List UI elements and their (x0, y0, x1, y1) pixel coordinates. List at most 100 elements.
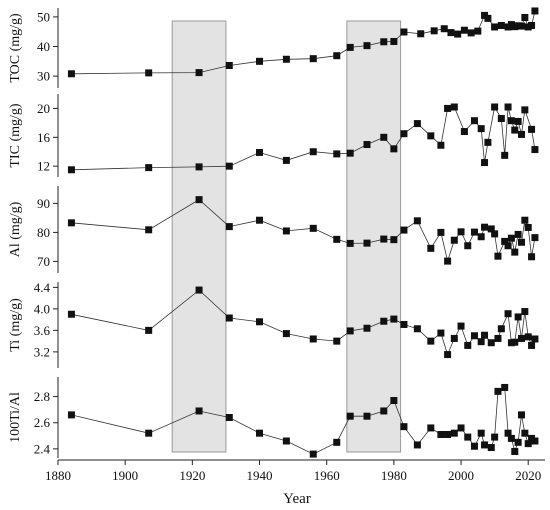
data-point (464, 433, 472, 441)
x-tick-label: 1960 (314, 468, 340, 483)
data-point (460, 26, 468, 34)
y-tick-label: 50 (37, 9, 50, 24)
data-point (145, 164, 153, 172)
series-line (71, 10, 536, 75)
data-point (528, 21, 536, 29)
data-point (477, 338, 485, 346)
data-point (256, 148, 264, 156)
data-point (363, 239, 371, 247)
y-tick-label: 4.4 (34, 280, 51, 295)
data-point (524, 223, 532, 231)
data-point (531, 146, 539, 154)
data-point (417, 30, 425, 38)
data-point (504, 103, 512, 111)
data-point (427, 244, 435, 252)
data-point (514, 230, 522, 238)
data-point (282, 227, 290, 235)
data-point (309, 335, 317, 343)
x-tick-label: 1920 (179, 468, 205, 483)
x-axis: 1880 1900 1920 1940 1960 1980 2000 2020 (45, 459, 545, 483)
data-point (521, 13, 529, 21)
x-tick-label: 1880 (45, 468, 71, 483)
data-point (528, 125, 536, 133)
y-tick-label: 2.8 (34, 389, 50, 404)
data-point (507, 117, 515, 125)
data-point (333, 52, 341, 60)
data-point (225, 414, 233, 421)
data-point (282, 55, 290, 63)
data-point (487, 444, 495, 452)
data-point (444, 257, 452, 265)
data-point (195, 196, 203, 204)
data-point (470, 228, 478, 236)
data-point (400, 226, 408, 234)
data-point (400, 320, 408, 328)
data-point (444, 430, 452, 438)
data-point (413, 217, 421, 225)
data-point (444, 104, 452, 112)
data-point (501, 151, 509, 159)
x-tick-label: 2000 (448, 468, 474, 483)
x-axis-label: Year (283, 491, 311, 507)
chart-panels: 30 40 50 TOC (mg/g) 12 16 20 TIC (mg/g) 70 80 90 Al… (8, 7, 539, 458)
data-point (521, 308, 529, 316)
data-point (67, 166, 75, 174)
data-point (390, 236, 398, 244)
data-point (491, 230, 499, 238)
y-tick-label: 40 (37, 39, 50, 54)
data-point (225, 314, 233, 322)
data-point (67, 70, 75, 78)
panel-5: 2.4 2.6 2.8 100Ti/Al (8, 377, 539, 458)
y-tick-label: 30 (37, 69, 50, 84)
y-tick-label: 4.0 (34, 301, 50, 316)
data-point (497, 21, 505, 29)
data-point (145, 429, 153, 437)
y-tick-label: 20 (37, 101, 50, 116)
data-point (309, 450, 317, 458)
data-point (517, 130, 525, 138)
x-tick-label: 1940 (247, 468, 273, 483)
data-point (430, 27, 438, 35)
data-point (427, 424, 435, 432)
data-point (437, 430, 445, 438)
data-point (427, 337, 435, 345)
data-point (400, 423, 408, 431)
data-point (195, 163, 203, 171)
data-point (511, 248, 519, 256)
panel-4: 3.2 3.6 4.0 4.4 Ti (mg/g) (8, 280, 539, 368)
data-point (511, 447, 519, 455)
data-point (282, 437, 290, 445)
data-point (514, 313, 522, 321)
data-point (363, 42, 371, 50)
x-tick-label: 1980 (381, 468, 407, 483)
data-point (487, 225, 495, 233)
data-point (504, 429, 512, 437)
data-point (521, 429, 529, 437)
data-point (195, 286, 203, 294)
y-tick-label: 70 (37, 254, 50, 269)
data-point (481, 159, 489, 167)
data-point (145, 226, 153, 234)
data-point (450, 103, 458, 111)
data-point (333, 150, 341, 158)
data-point (454, 30, 462, 38)
data-point (511, 126, 519, 134)
data-point (504, 242, 512, 250)
data-point (457, 228, 465, 236)
data-point (517, 238, 525, 246)
shaded-period-1 (171, 20, 227, 453)
data-point (444, 351, 452, 359)
data-point (67, 219, 75, 227)
data-point (145, 326, 153, 334)
data-point (309, 55, 317, 63)
data-point (457, 322, 465, 330)
data-point (256, 429, 264, 437)
data-point (346, 149, 354, 157)
data-point (427, 132, 435, 140)
data-point (437, 329, 445, 337)
data-point (437, 228, 445, 236)
data-point (470, 332, 478, 340)
data-point (67, 411, 75, 419)
